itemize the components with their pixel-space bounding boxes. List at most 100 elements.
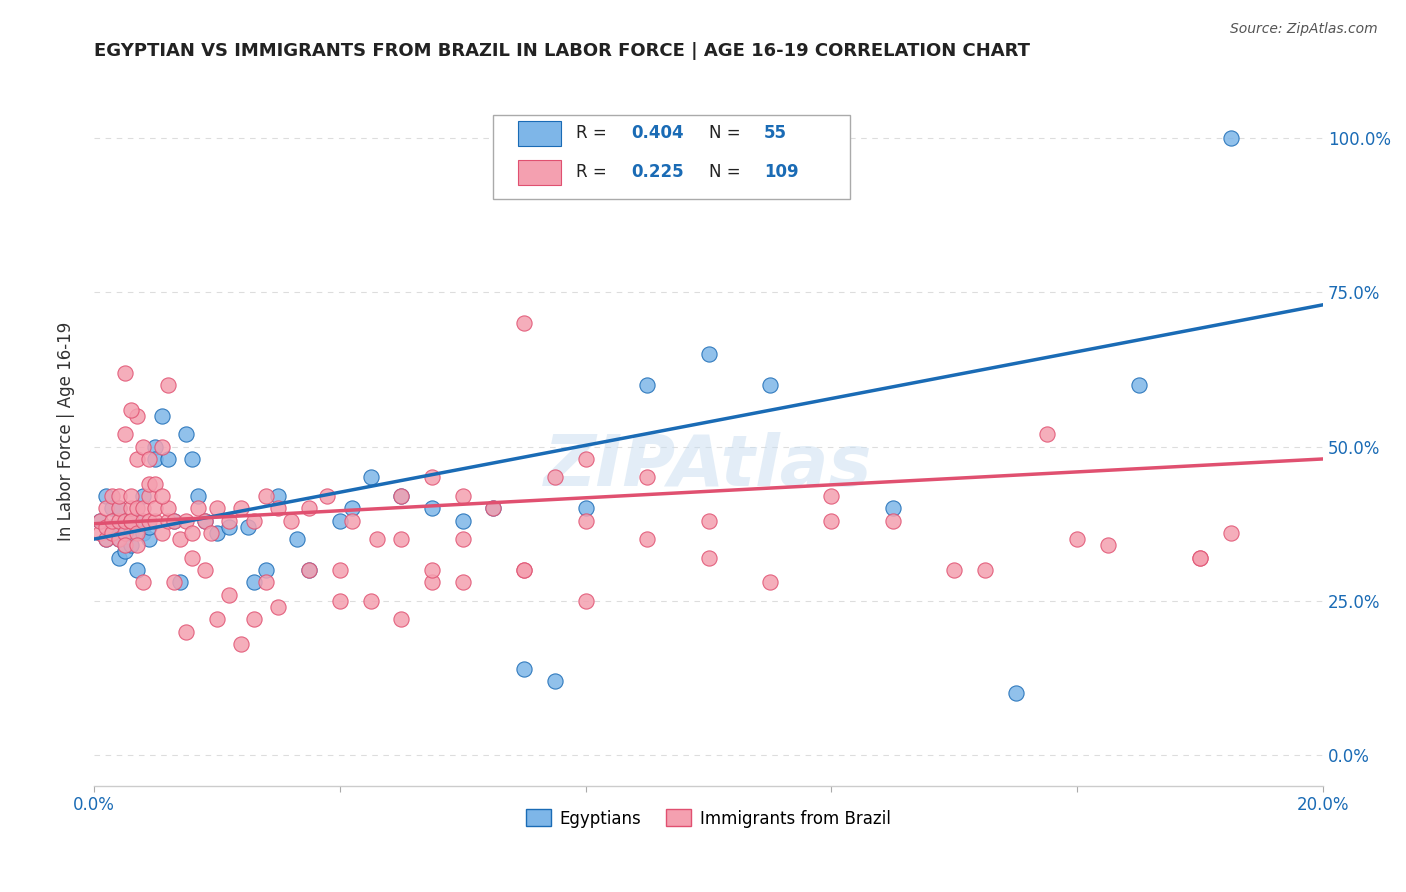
Point (231, 637, 253, 651)
Point (193, 563, 215, 577)
Point (138, 532, 160, 546)
Point (1035, 427, 1057, 442)
Point (575, 501, 598, 516)
Point (759, 378, 782, 392)
Point (697, 514, 720, 528)
Point (575, 452, 598, 467)
Point (181, 550, 204, 565)
Text: ZIPAtlas: ZIPAtlas (544, 432, 873, 501)
Point (120, 525, 142, 540)
Point (107, 501, 129, 516)
Point (254, 489, 277, 503)
Point (150, 409, 173, 423)
Point (1066, 532, 1088, 546)
Point (513, 563, 536, 577)
Text: N =: N = (709, 124, 745, 143)
Point (482, 501, 505, 516)
Point (575, 514, 598, 528)
Text: EGYPTIAN VS IMMIGRANTS FROM BRAZIL IN LABOR FORCE | AGE 16-19 CORRELATION CHART: EGYPTIAN VS IMMIGRANTS FROM BRAZIL IN LA… (94, 42, 1031, 60)
Point (101, 514, 124, 528)
Point (163, 514, 186, 528)
Point (138, 489, 160, 503)
Point (1219, 131, 1241, 145)
Point (1189, 550, 1212, 565)
Point (145, 514, 167, 528)
Point (120, 514, 142, 528)
Point (101, 501, 124, 516)
Point (636, 470, 658, 484)
Point (107, 514, 129, 528)
Text: R =: R = (576, 124, 612, 143)
Point (451, 575, 474, 590)
Point (1097, 538, 1119, 552)
Point (114, 427, 136, 442)
Point (205, 612, 228, 626)
Point (420, 501, 443, 516)
Point (329, 563, 352, 577)
Point (340, 501, 363, 516)
Point (125, 501, 148, 516)
Point (145, 440, 167, 454)
Point (389, 612, 412, 626)
Point (138, 452, 160, 467)
Point (267, 501, 290, 516)
Point (974, 563, 997, 577)
Point (96, 532, 118, 546)
Point (132, 501, 155, 516)
Point (451, 532, 474, 546)
Point (125, 514, 148, 528)
Point (187, 501, 209, 516)
Point (174, 514, 197, 528)
FancyBboxPatch shape (517, 121, 561, 145)
Point (420, 575, 443, 590)
Point (169, 575, 191, 590)
Point (114, 538, 136, 552)
Point (513, 316, 536, 330)
Point (96, 501, 118, 516)
Point (181, 452, 204, 467)
Point (125, 538, 148, 552)
Point (389, 489, 412, 503)
Point (132, 575, 155, 590)
Point (544, 673, 567, 688)
Point (156, 378, 179, 392)
Point (114, 525, 136, 540)
Point (242, 612, 264, 626)
Point (280, 514, 302, 528)
Point (107, 489, 129, 503)
Point (420, 563, 443, 577)
Point (89, 525, 111, 540)
Point (138, 514, 160, 528)
Point (513, 662, 536, 676)
Point (298, 563, 321, 577)
Point (329, 594, 352, 608)
Point (267, 599, 290, 614)
Point (181, 525, 204, 540)
Point (242, 575, 264, 590)
Point (1219, 525, 1241, 540)
FancyBboxPatch shape (517, 160, 561, 185)
Point (107, 501, 129, 516)
Point (101, 489, 124, 503)
Point (544, 470, 567, 484)
Point (156, 514, 179, 528)
Point (316, 489, 339, 503)
Point (298, 563, 321, 577)
Point (120, 489, 142, 503)
Point (1189, 550, 1212, 565)
Point (120, 501, 142, 516)
Point (169, 532, 191, 546)
Point (145, 476, 167, 491)
Point (451, 489, 474, 503)
Point (89, 514, 111, 528)
Point (114, 525, 136, 540)
Point (882, 501, 904, 516)
Point (1128, 378, 1150, 392)
Point (575, 594, 598, 608)
Point (125, 452, 148, 467)
Point (120, 402, 142, 417)
Point (636, 532, 658, 546)
Point (96, 489, 118, 503)
Point (114, 366, 136, 380)
Point (125, 525, 148, 540)
